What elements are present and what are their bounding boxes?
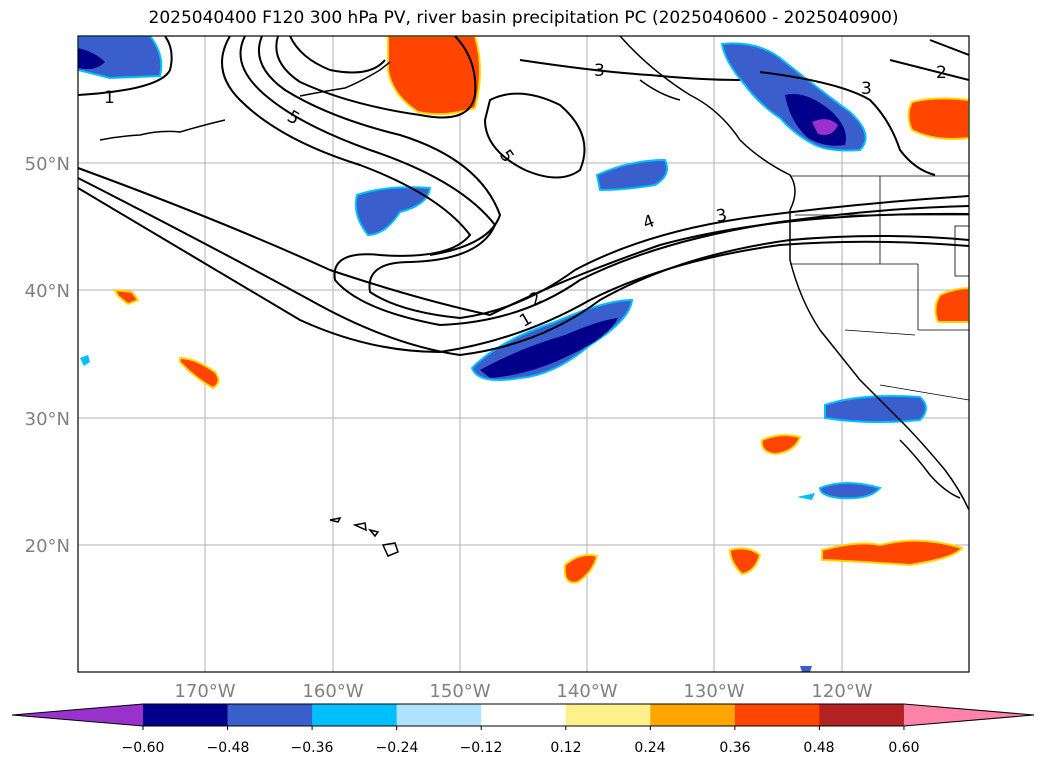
coastlines: [99, 36, 969, 511]
colorbar-tick-label: 0.60: [888, 740, 919, 756]
colorbar-tick-labels: −0.60 −0.48 −0.36 −0.24 −0.12 0.12 0.24 …: [122, 740, 920, 756]
gridlines: [78, 36, 969, 672]
contour-label: 1: [104, 88, 115, 108]
colorbar-tick-label: 0.48: [803, 740, 834, 756]
contour-label: 3: [861, 79, 872, 99]
negative-precip-regions: [78, 36, 927, 672]
colorbar-segment: [312, 704, 398, 726]
lat-tick-labels: 50°N 40°N 30°N 20°N: [25, 154, 70, 557]
lat-tick-label: 30°N: [25, 409, 70, 430]
colorbar-segment: [734, 704, 820, 726]
colorbar-segment: [143, 704, 229, 726]
lon-tick-label: 160°W: [302, 681, 363, 702]
colorbar-tick-label: −0.24: [376, 740, 419, 756]
colorbar-extend-high: [903, 704, 1034, 726]
lon-tick-label: 140°W: [556, 681, 617, 702]
colorbar-tick-label: −0.60: [122, 740, 165, 756]
colorbar-tick-label: 0.36: [719, 740, 750, 756]
colorbar-tick-label: −0.36: [291, 740, 334, 756]
hawaii-islands: [329, 516, 399, 557]
map-frame: [77, 35, 970, 673]
pv-contours: [78, 36, 969, 357]
contour-label: 3: [715, 205, 729, 227]
colorbar-tick-label: −0.12: [460, 740, 503, 756]
lon-tick-labels: 170°W 160°W 150°W 140°W 130°W 120°W: [174, 681, 872, 702]
colorbar-segment: [565, 704, 651, 726]
contour-label: 3: [594, 61, 605, 81]
colorbar-segment: [650, 704, 736, 726]
colorbar-segment: [396, 704, 482, 726]
colorbar-segment: [227, 704, 313, 726]
colorbar-tick-label: −0.48: [207, 740, 250, 756]
lon-tick-label: 130°W: [683, 681, 744, 702]
colorbar-extend-low: [12, 704, 143, 726]
positive-precip-regions: [113, 36, 969, 584]
contour-label: 2: [936, 63, 947, 83]
lat-tick-label: 20°N: [25, 536, 70, 557]
colorbar-tick-label: 0.24: [634, 740, 665, 756]
lon-tick-label: 120°W: [811, 681, 872, 702]
colorbar-segment: [481, 704, 567, 726]
map-title: 2025040400 F120 300 hPa PV, river basin …: [148, 8, 899, 28]
colorbar-segment: [819, 704, 905, 726]
colorbar-tick-label: 0.12: [550, 740, 581, 756]
lat-tick-label: 50°N: [25, 154, 70, 175]
colorbar: [11, 703, 1035, 730]
lat-tick-label: 40°N: [25, 281, 70, 302]
state-borders: [790, 175, 969, 401]
lon-tick-label: 170°W: [174, 681, 235, 702]
lon-tick-label: 150°W: [429, 681, 490, 702]
